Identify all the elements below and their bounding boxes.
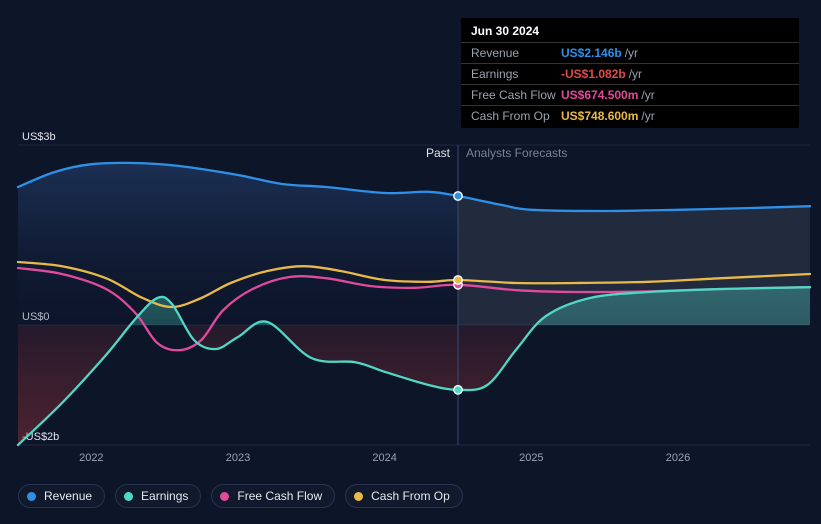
tooltip-row-value: -US$1.082b [561,67,626,81]
tooltip-row-unit: /yr [641,88,654,102]
tooltip-row: Earnings-US$1.082b/yr [461,63,799,84]
tooltip-row-label: Cash From Op [471,109,561,123]
legend-dot-icon [220,492,229,501]
x-axis-label: 2023 [226,452,250,464]
legend-item-label: Earnings [141,489,188,503]
tooltip-row-value: US$748.600m [561,109,638,123]
tooltip-row-value: US$2.146b [561,46,622,60]
tooltip-row-label: Earnings [471,67,561,81]
tooltip-row-unit: /yr [629,67,642,81]
tooltip-row-unit: /yr [625,46,638,60]
legend-dot-icon [27,492,36,501]
tooltip-row-label: Revenue [471,46,561,60]
legend: Revenue Earnings Free Cash Flow Cash From O… [18,484,463,508]
x-axis-label: 2026 [666,452,690,464]
legend-item-label: Cash From Op [371,489,450,503]
tooltip-row-label: Free Cash Flow [471,88,561,102]
tooltip-row-unit: /yr [641,109,654,123]
tooltip-title: Jun 30 2024 [461,24,799,42]
financial-forecast-chart: US$3bUS$0-US$2bPastAnalysts Forecasts202… [0,0,821,524]
tooltip-row: RevenueUS$2.146b/yr [461,42,799,63]
legend-item-earnings[interactable]: Earnings [115,484,201,508]
x-axis-label: 2025 [519,452,543,464]
marker-revenue [454,192,462,200]
legend-dot-icon [354,492,363,501]
forecast-label: Analysts Forecasts [466,146,567,160]
tooltip-row-value: US$674.500m [561,88,638,102]
marker-cfo [454,276,462,284]
marker-earnings [454,386,462,394]
legend-item-label: Revenue [44,489,92,503]
legend-dot-icon [124,492,133,501]
legend-item-label: Free Cash Flow [237,489,322,503]
x-axis-label: 2024 [372,452,396,464]
tooltip-row: Cash From OpUS$748.600m/yr [461,105,799,126]
tooltip-row: Free Cash FlowUS$674.500m/yr [461,84,799,105]
data-tooltip: Jun 30 2024 RevenueUS$2.146b/yrEarnings-… [461,18,799,128]
legend-item-cfo[interactable]: Cash From Op [345,484,463,508]
legend-item-revenue[interactable]: Revenue [18,484,105,508]
past-label: Past [426,146,451,160]
legend-item-fcf[interactable]: Free Cash Flow [211,484,335,508]
x-axis-label: 2022 [79,452,103,464]
y-axis-label: US$3b [22,131,56,143]
